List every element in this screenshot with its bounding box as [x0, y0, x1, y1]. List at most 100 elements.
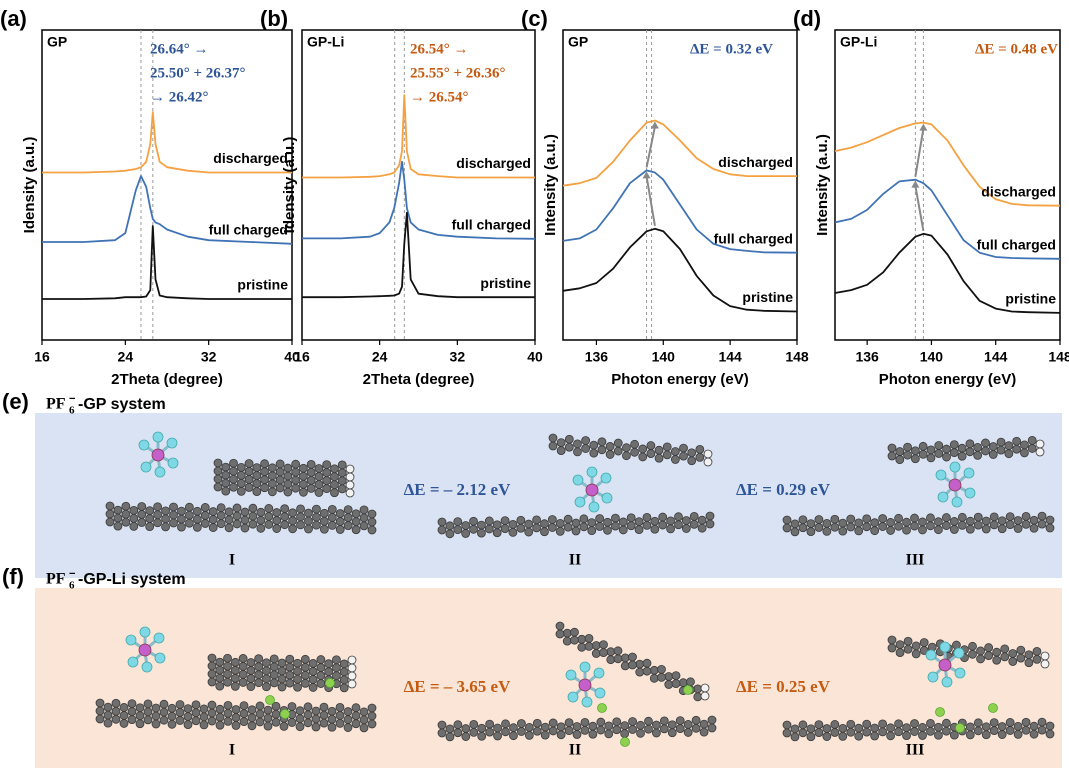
atom: [1029, 721, 1039, 731]
series-line: [834, 232, 1061, 314]
atom: [926, 453, 936, 463]
atom: [255, 709, 265, 719]
atom: [957, 520, 967, 530]
atom: [230, 665, 240, 675]
atom: [581, 436, 591, 445]
atom: [175, 716, 185, 725]
atom: [103, 702, 113, 712]
arrow-head: [650, 121, 659, 129]
atom: [229, 482, 238, 492]
x-tick-label: 16: [34, 349, 50, 365]
atom: [121, 517, 131, 527]
atom: [649, 665, 659, 675]
atom: [184, 502, 194, 512]
atom: [215, 657, 225, 667]
x-tick-label: 148: [785, 349, 809, 365]
atom: [236, 478, 246, 488]
atom: [798, 728, 808, 738]
atom: [332, 655, 341, 665]
atom: [989, 520, 999, 530]
atom: [207, 661, 217, 671]
atom: [300, 678, 310, 688]
atom: [695, 452, 705, 462]
atom: [244, 483, 254, 492]
atom: [814, 523, 824, 532]
atom: [894, 727, 903, 737]
atom: [1004, 449, 1014, 459]
atom: [461, 724, 471, 733]
atom: [293, 682, 302, 692]
atom: [332, 663, 341, 673]
atom: [638, 452, 648, 462]
atom: [997, 524, 1007, 534]
arrow-head: [911, 180, 920, 188]
atom: [705, 511, 715, 521]
series-label: discharged: [456, 155, 531, 171]
atom: [941, 726, 951, 736]
fluorine: [166, 437, 178, 449]
atom: [135, 719, 145, 729]
atom: [319, 524, 329, 534]
atom: [159, 699, 169, 709]
atom: [246, 682, 256, 691]
x-tick-label: 144: [718, 349, 742, 365]
atom: [223, 669, 232, 679]
atom: [283, 487, 293, 497]
panel-tag: GP: [47, 34, 67, 50]
atom: [996, 445, 1006, 455]
atom: [878, 514, 888, 523]
atom: [814, 720, 824, 730]
series-label: pristine: [480, 275, 531, 291]
atom: [221, 462, 231, 472]
atom: [255, 717, 265, 727]
atom: [806, 724, 816, 734]
atom: [207, 716, 217, 726]
atom: [782, 720, 792, 730]
fluorine: [600, 472, 612, 484]
atom: [324, 667, 334, 677]
atom: [151, 719, 161, 729]
fluorine: [937, 491, 949, 503]
atom: [477, 731, 487, 741]
atom: [918, 449, 928, 459]
atom: [161, 506, 170, 516]
atom: [492, 528, 502, 538]
atom: [548, 441, 558, 451]
atom: [213, 458, 223, 468]
atom: [327, 504, 337, 514]
panel-title-rest: -GP system: [78, 396, 166, 413]
atom: [1005, 520, 1015, 530]
lithium: [935, 707, 945, 717]
atom: [846, 522, 856, 532]
atom: [642, 513, 652, 522]
atom: [95, 714, 105, 724]
atom: [1016, 645, 1026, 655]
atom: [707, 715, 717, 725]
atom: [997, 722, 1007, 731]
atom: [926, 726, 935, 736]
x-tick-label: 16: [294, 349, 310, 365]
atom: [926, 445, 936, 455]
atom: [295, 706, 305, 716]
atom: [461, 732, 471, 741]
atom: [367, 517, 377, 527]
atom: [484, 516, 494, 526]
series-line: [302, 160, 536, 240]
atom: [127, 715, 137, 724]
atom: [918, 723, 927, 732]
x-tick-label: 136: [855, 349, 879, 365]
atom: [207, 708, 217, 718]
atom: [303, 718, 313, 728]
atom: [670, 447, 680, 456]
atom: [175, 700, 185, 709]
atom: [306, 468, 316, 477]
atom: [337, 468, 347, 478]
state-label: I: [229, 742, 235, 759]
atom: [256, 523, 266, 533]
atom: [345, 464, 355, 474]
atom: [540, 730, 550, 740]
atom: [347, 655, 357, 665]
atom: [941, 513, 951, 522]
atom: [271, 717, 281, 727]
atom: [697, 523, 707, 533]
